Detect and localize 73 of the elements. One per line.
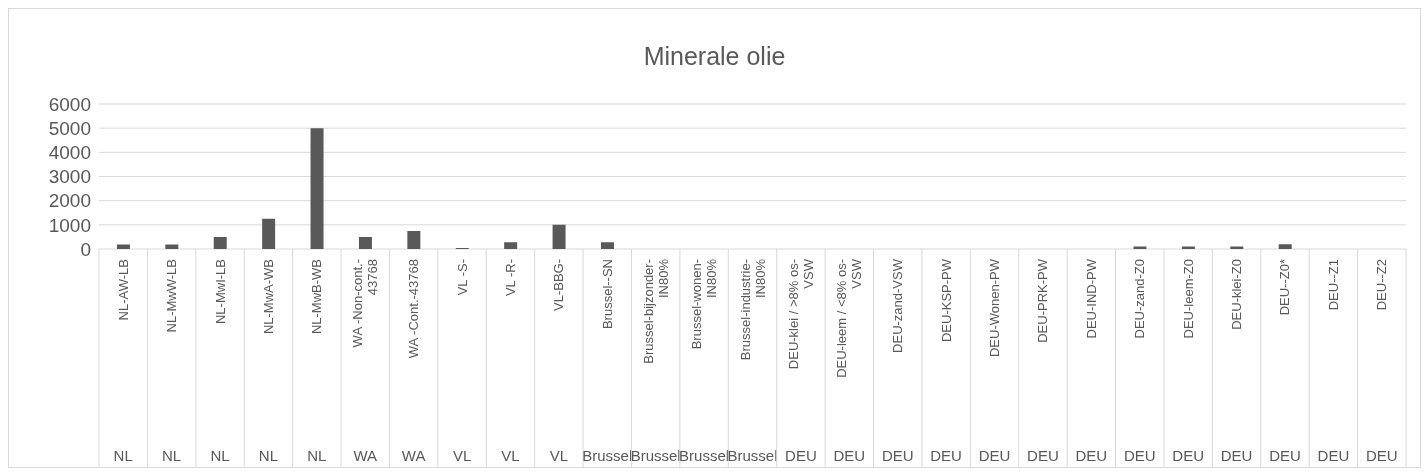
x-tick-label: NL-AW-LB — [115, 259, 131, 321]
x-tick-label: DEU--Z0* — [1277, 259, 1293, 316]
x-tick-label: VL -S- — [454, 259, 470, 296]
bar — [358, 236, 372, 249]
x-tick-label: Brussel-bijzonder-IN80% — [640, 258, 671, 364]
x-tick-label: DEU-klei-Z0 — [1229, 259, 1245, 330]
x-tick-label: DEU-KSP-PW — [938, 258, 954, 343]
bar — [407, 230, 421, 249]
x-tick-label: Brussel-wonen-IN80% — [689, 258, 720, 350]
x-tick-label: WA -Cont.-43768 — [406, 259, 422, 359]
y-tick-label: 3000 — [48, 166, 91, 188]
x-tick-label: Brussel-industrie-IN80% — [737, 258, 768, 361]
y-tick-label: 0 — [80, 238, 91, 260]
bar — [213, 236, 227, 249]
x-tick-label: DEU-zand-VSW — [890, 258, 906, 353]
y-tick-label: 2000 — [48, 190, 91, 212]
bar — [504, 242, 518, 249]
text: DEU — [1027, 447, 1059, 464]
text: Brussel — [582, 447, 633, 464]
y-tick-label: 5000 — [48, 117, 91, 139]
x-tick-label: DEU-IND-PW — [1083, 258, 1099, 339]
x-tick-label: DEU-Wonen-PW — [987, 258, 1003, 358]
chart-title: Minerale olie — [642, 42, 787, 71]
bar — [116, 244, 130, 249]
x-tick-label: DEU-zand-Z0 — [1132, 259, 1148, 339]
x-tick-label: DEU-klei / >8% os-VSW — [785, 258, 816, 370]
x-tick-label: DEU-leem-Z0 — [1180, 259, 1196, 339]
text: DEU — [1365, 447, 1398, 464]
bar — [1278, 244, 1292, 249]
text: DEU — [1172, 447, 1204, 464]
bar — [310, 128, 324, 249]
text: NL — [113, 447, 133, 464]
x-tick-label: NL-MwB-WB — [309, 259, 325, 335]
x-tick-label: NL-MwA-WB — [260, 259, 276, 335]
text: VL — [549, 447, 569, 464]
text: DEU — [1220, 447, 1253, 464]
x-tick-label: DEU-leem / <8% os-VSW — [834, 258, 865, 378]
text: NL — [210, 447, 230, 464]
text: DEU — [930, 447, 962, 464]
x-tick-label: NL-MwW-LB — [164, 259, 180, 333]
text: VL — [452, 447, 472, 464]
text: DEU — [833, 447, 866, 464]
text: DEU — [1269, 447, 1301, 464]
bar — [262, 218, 276, 249]
text: VL — [501, 447, 520, 464]
text: NL — [307, 447, 327, 464]
text: DEU — [881, 447, 914, 464]
x-tick-label: DEU--Z2 — [1374, 259, 1390, 311]
text: NL — [162, 447, 182, 464]
text: NL — [258, 447, 279, 464]
y-tick-label: 1000 — [48, 214, 91, 236]
x-tick-label: NL-MwI-LB — [212, 259, 228, 325]
bar — [552, 224, 566, 249]
x-tick-label: VL -R- — [502, 259, 518, 297]
y-tick-label: 6000 — [48, 93, 91, 115]
text: WA — [353, 447, 378, 464]
x-tick-label: VL-BBG- — [551, 259, 567, 312]
x-tick-label: DEU-PRK-PW — [1035, 258, 1051, 343]
text: Brussel — [727, 447, 778, 464]
y-tick-label: 4000 — [48, 142, 91, 164]
text: DEU — [1075, 447, 1108, 464]
x-tick-label: WA -Non-cont.-43768 — [350, 259, 381, 348]
text: Brussel — [679, 447, 730, 464]
text: Brussel — [630, 447, 681, 464]
text: DEU — [785, 447, 817, 464]
text: WA — [401, 447, 426, 464]
x-tick-label: DEU--Z1 — [1325, 259, 1341, 311]
text: DEU — [1123, 447, 1156, 464]
text: DEU — [978, 447, 1011, 464]
bar — [165, 244, 179, 249]
x-tick-label: Brussel--SN — [599, 259, 615, 330]
bar — [600, 242, 614, 249]
text: DEU — [1317, 447, 1350, 464]
